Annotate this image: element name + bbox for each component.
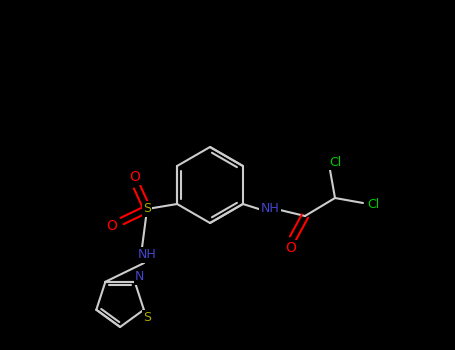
- Text: N: N: [135, 270, 145, 283]
- Text: O: O: [130, 170, 141, 184]
- Text: Cl: Cl: [367, 198, 379, 211]
- Text: Cl: Cl: [329, 155, 341, 168]
- Text: NH: NH: [261, 202, 279, 215]
- Text: O: O: [106, 219, 117, 233]
- Text: S: S: [143, 203, 151, 216]
- Text: NH: NH: [138, 248, 157, 261]
- Text: O: O: [286, 241, 297, 255]
- Text: S: S: [143, 311, 151, 324]
